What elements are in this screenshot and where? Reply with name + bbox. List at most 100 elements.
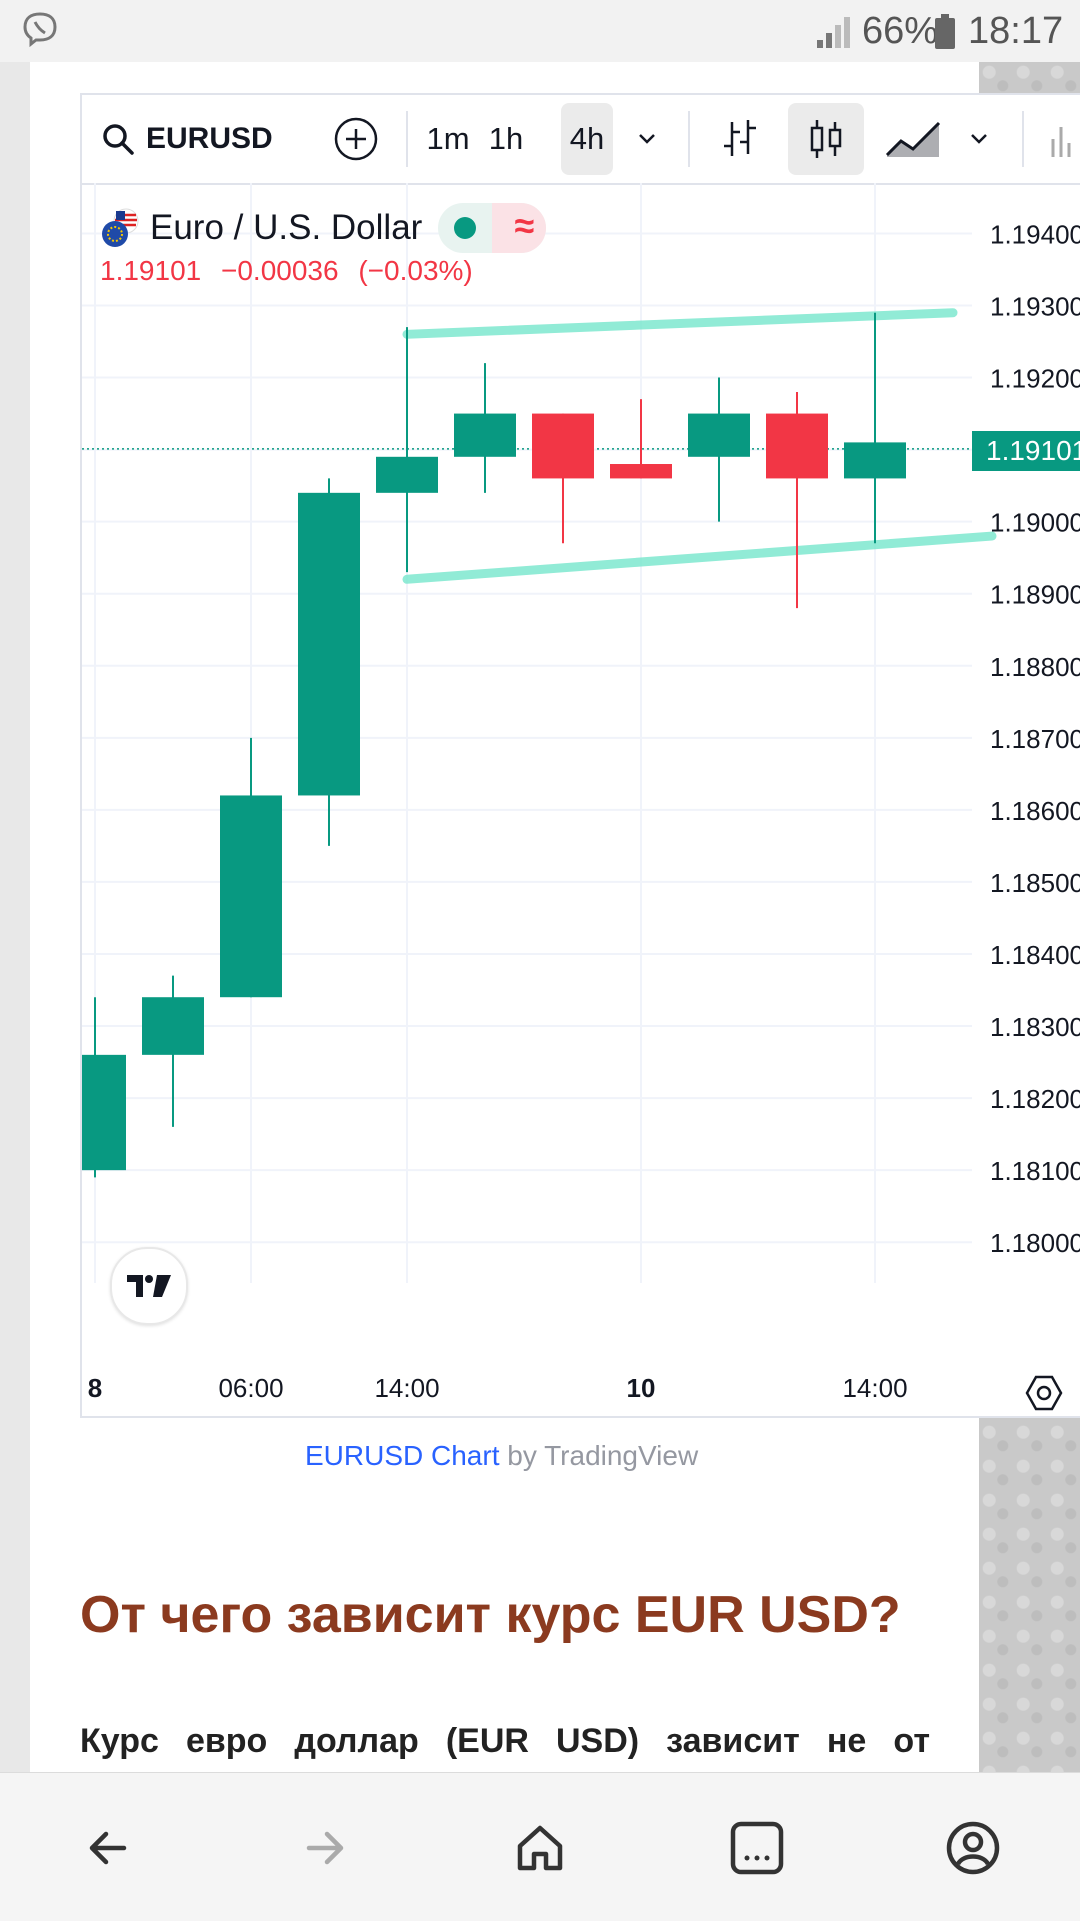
symbol-search[interactable]: EURUSD [100,103,280,175]
clock: 18:17 [968,10,1064,52]
symbol-name: EURUSD [146,122,273,155]
candle-body-up [844,442,906,479]
candlestick-icon [810,120,842,158]
toolbar-separator [688,111,690,167]
y-axis-label: 1.18800 [990,652,1080,682]
y-axis-label: 1.18500 [990,868,1080,898]
price-change-percent: (−0.03%) [358,255,473,286]
candle-body-up [454,413,516,457]
x-axis-label: 14:00 [842,1373,908,1403]
candles-style-button[interactable] [788,103,864,175]
arrow-left-icon [89,1831,127,1865]
page-margin-left [0,62,30,1772]
ohlc-bars-icon [724,120,756,156]
approx-icon: ≈ [514,205,535,246]
compare-button[interactable] [328,103,384,175]
candle-body-up [298,492,360,796]
toolbar-separator [406,111,408,167]
price-chart[interactable]: 1.19400 1.19300 1.19200 1.19000 1.18900 1.188… [82,183,1080,1418]
attribution-suffix: by TradingView [499,1440,699,1471]
interval-1h[interactable]: 1h [488,121,524,156]
account-button[interactable] [938,1813,1008,1883]
chart-attribution: EURUSD Chart by TradingView [305,1440,698,1472]
candle-body-down [610,464,672,479]
paragraph-word: Курс [80,1722,159,1760]
candle-body-up [688,413,750,457]
forward-button[interactable] [290,1813,360,1883]
candle-body-up [142,997,204,1055]
chart-legend: Euro / U.S. Dollar ≈ [100,203,547,253]
back-button[interactable] [73,1813,143,1883]
candle-body-down [766,413,828,479]
search-icon [103,124,134,155]
candle-body-up [220,795,282,998]
battery-percent: 66% [862,10,939,52]
y-axis-label: 1.19000 [990,508,1080,538]
candle-body-up [82,1054,126,1171]
tradingview-logo-icon [127,1275,171,1297]
interval-dropdown[interactable] [622,103,672,175]
signal-icon [817,17,850,48]
paragraph-word: евро [185,1722,268,1760]
article-paragraph: Курс евро доллар (EUR USD) зависит не от [80,1722,930,1761]
article-heading: От чего зависит курс EUR USD? [80,1586,901,1644]
bars-style-button[interactable] [704,103,776,175]
y-axis-label: 1.19200 [990,364,1080,394]
symbol-description: Euro / U.S. Dollar [150,208,423,247]
chart-link[interactable]: EURUSD Chart [305,1440,500,1471]
paragraph-word: зависит [666,1722,800,1760]
tabs-icon [730,1821,784,1875]
chevron-down-icon [971,134,987,144]
tradingview-logo[interactable] [110,1247,188,1325]
price-change: −0.00036 [221,255,339,286]
market-status-pill[interactable]: ≈ [438,203,547,253]
paragraph-word: не [826,1722,867,1760]
browser-nav-bar [0,1772,1080,1921]
pill-right-segment [492,203,547,253]
legend-price-line: 1.19101 −0.00036 (−0.03%) [100,255,485,287]
y-axis-label: 1.18100 [990,1156,1080,1186]
home-button[interactable] [505,1813,575,1883]
account-icon [946,1821,1000,1875]
x-axis-label: 8 [87,1373,103,1403]
market-open-dot [454,217,477,239]
x-axis-label: 06:00 [218,1373,284,1403]
chart-style-dropdown[interactable] [954,103,1004,175]
y-axis-label: 1.18600 [990,796,1080,826]
y-axis-label: 1.19400 [990,219,1080,249]
tradingview-widget[interactable]: EURUSD 1m 1h 4h [80,93,1080,1418]
y-axis-label: 1.18400 [990,940,1080,970]
candle-body-down [532,413,594,479]
current-price-label: 1.19101 [972,431,1080,471]
chevron-down-icon [639,134,655,144]
toolbar-separator [1022,111,1024,167]
arrow-right-icon [306,1831,344,1865]
battery-icon [935,14,955,49]
paragraph-word: доллар [294,1722,419,1760]
chart-toolbar: EURUSD 1m 1h 4h [82,95,1080,185]
status-bar: 66% 18:17 [0,0,1080,62]
x-axis-label: 10 [626,1373,656,1403]
tabs-button[interactable] [722,1813,792,1883]
paragraph-word: USD) [556,1722,640,1760]
paragraph-word: (EUR [445,1722,529,1760]
settings-icon[interactable] [1024,1373,1064,1413]
interval-1m[interactable]: 1m [426,121,470,156]
interval-4h[interactable]: 4h [561,103,613,175]
indicators-button[interactable] [1038,103,1080,175]
indicators-icon [1051,127,1071,157]
viber-icon [23,12,57,48]
candle-body-up [376,456,438,493]
y-axis-label: 1.18900 [990,580,1080,610]
area-style-button[interactable] [878,103,950,175]
last-price: 1.19101 [100,255,202,286]
y-axis-label: 1.19300 [990,291,1080,321]
trend-line-drawing [402,308,958,339]
home-icon [517,1825,563,1871]
area-chart-icon [885,121,941,157]
y-axis-label: 1.18300 [990,1012,1080,1042]
eur-usd-flags-icon [102,208,139,247]
x-axis-label: 14:00 [374,1373,440,1403]
y-axis-label: 1.18700 [990,724,1080,754]
y-axis-label: 1.18200 [990,1084,1080,1114]
